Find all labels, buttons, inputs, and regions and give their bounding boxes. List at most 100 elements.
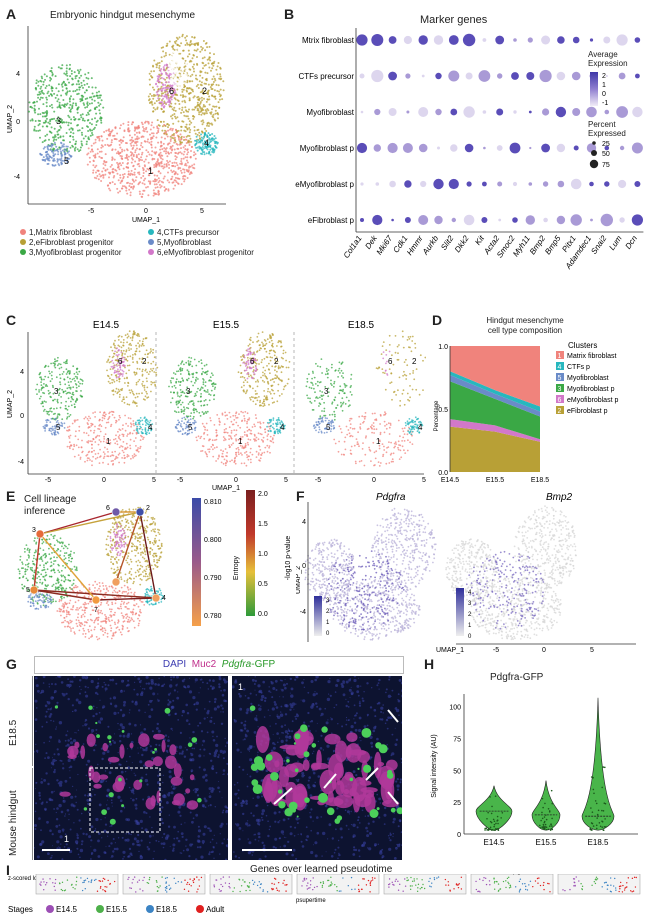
- dapi-nucleus: [287, 729, 291, 732]
- i-point: [399, 883, 401, 886]
- muc2-signal: [133, 779, 143, 790]
- dotplot-dot: [451, 217, 456, 223]
- dapi-nucleus: [349, 697, 351, 698]
- a-ytick: 4: [16, 71, 20, 78]
- i-point: [336, 886, 338, 888]
- entropy-tick: 0.790: [204, 575, 222, 582]
- dapi-nucleus: [94, 828, 97, 830]
- gfp-signal: [294, 733, 301, 740]
- dotplot-dot: [556, 143, 566, 153]
- gfp-signal: [396, 807, 402, 815]
- dapi-nucleus: [130, 733, 133, 735]
- i-point: [306, 888, 309, 890]
- dapi-nucleus: [254, 676, 256, 678]
- dapi-nucleus: [221, 693, 225, 697]
- dotplot-dot: [450, 144, 458, 152]
- cluster-efibroblast-progenitor: [147, 33, 225, 145]
- b-expr-title: Average Expression: [588, 50, 628, 68]
- i-gene-panel: [383, 874, 467, 895]
- dapi-nucleus: [210, 759, 213, 762]
- dapi-nucleus: [138, 680, 142, 684]
- dapi-nucleus: [117, 752, 119, 754]
- dapi-nucleus: [101, 685, 104, 688]
- dotplot-dot: [511, 72, 519, 80]
- dapi-nucleus: [371, 687, 373, 689]
- dapi-nucleus: [85, 833, 88, 836]
- dapi-nucleus: [208, 853, 211, 856]
- dapi-nucleus: [119, 740, 122, 743]
- dapi-nucleus: [373, 726, 377, 730]
- dapi-nucleus: [189, 737, 191, 739]
- gfp-signal: [311, 743, 317, 748]
- f-ytick: 4: [302, 519, 306, 526]
- dapi-nucleus: [338, 852, 340, 855]
- dapi-nucleus: [176, 750, 178, 752]
- i-point: [328, 885, 330, 887]
- i-point: [416, 890, 419, 893]
- muc2-signal: [263, 781, 274, 803]
- dapi-nucleus: [128, 847, 132, 851]
- i-point: [229, 887, 231, 889]
- dapi-nucleus: [221, 842, 224, 845]
- d-legend-swatch: [556, 406, 564, 414]
- dapi-nucleus: [311, 752, 314, 755]
- violin-point: [538, 824, 541, 827]
- dapi-nucleus: [104, 770, 107, 772]
- dapi-nucleus: [301, 681, 304, 685]
- i-point: [222, 876, 225, 878]
- dapi-nucleus: [156, 803, 159, 806]
- dapi-nucleus: [58, 824, 61, 827]
- violin-point: [551, 802, 554, 805]
- i-point: [508, 887, 511, 889]
- dapi-nucleus: [219, 833, 221, 835]
- dapi-nucleus: [164, 734, 168, 737]
- dapi-nucleus: [400, 681, 402, 685]
- dapi-nucleus: [331, 732, 333, 734]
- dapi-nucleus: [336, 807, 339, 810]
- dapi-nucleus: [105, 780, 107, 782]
- dapi-nucleus: [135, 807, 138, 810]
- i-point: [158, 887, 160, 889]
- panel-f-letter: F: [296, 488, 305, 504]
- dapi-nucleus: [92, 708, 95, 710]
- muc2-signal: [144, 760, 154, 768]
- dapi-nucleus: [123, 703, 126, 707]
- dapi-nucleus: [249, 692, 252, 695]
- dapi-nucleus: [386, 744, 388, 746]
- dapi-nucleus: [252, 797, 254, 799]
- dapi-nucleus: [104, 823, 108, 826]
- dapi-nucleus: [52, 720, 55, 722]
- dapi-nucleus: [133, 767, 135, 769]
- dapi-nucleus: [212, 735, 214, 738]
- dapi-nucleus: [379, 802, 381, 804]
- dapi-nucleus: [314, 841, 318, 845]
- i-point: [164, 889, 167, 891]
- dapi-nucleus: [280, 739, 284, 743]
- muc2-signal: [165, 755, 177, 769]
- cluster-ctfs-precursor: [194, 131, 219, 156]
- dapi-nucleus: [370, 745, 374, 748]
- c-cluster-label: 6: [388, 357, 393, 366]
- dotplot-dot: [631, 214, 643, 226]
- dapi-nucleus: [250, 812, 253, 815]
- dapi-nucleus: [284, 686, 287, 690]
- dapi-nucleus: [221, 797, 223, 799]
- dapi-nucleus: [396, 784, 400, 788]
- dapi-nucleus: [222, 769, 226, 772]
- dapi-nucleus: [123, 690, 125, 692]
- panel-b-title: Marker genes: [420, 14, 488, 26]
- muc2-signal: [298, 730, 314, 746]
- dapi-nucleus: [170, 786, 173, 788]
- dapi-nucleus: [370, 741, 373, 745]
- cluster-myofibroblast: [39, 141, 73, 167]
- i-point: [514, 886, 517, 888]
- dapi-nucleus: [303, 679, 305, 681]
- c-cluster-label: 1: [376, 437, 381, 446]
- d-legend-swatch: [556, 384, 564, 392]
- dapi-nucleus: [147, 703, 150, 706]
- legend-item-a: 1,Matrix fibroblast: [20, 228, 148, 238]
- dapi-nucleus: [238, 692, 241, 696]
- dotplot-dot: [526, 72, 535, 80]
- dapi-nucleus: [179, 731, 182, 734]
